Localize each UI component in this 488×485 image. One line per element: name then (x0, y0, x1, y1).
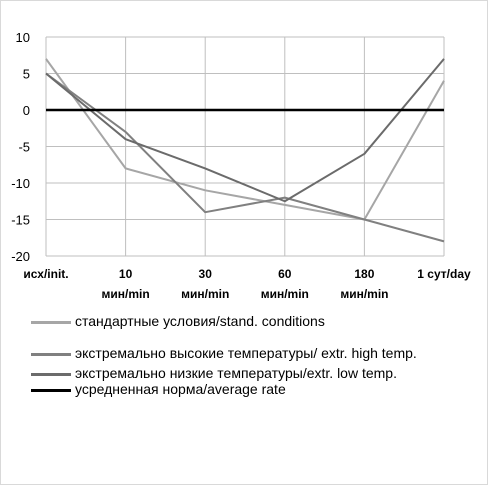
x-tick-label: 30 мин/min (181, 267, 229, 301)
y-tick-label: -15 (11, 213, 30, 228)
legend-item-low-temp: экстремально низкие температуры/extr. lo… (31, 365, 481, 381)
x-tick-label: 10 мин/min (102, 267, 150, 301)
line-chart: 10 5 0 -5 -10 -15 -20 исх/init. 10 мин/min 30 мин/… (11, 30, 471, 301)
series-lines (45, 58, 445, 243)
legend-swatch-high-temp (31, 353, 71, 356)
y-axis-ticks: 10 5 0 -5 -10 -15 -20 (11, 30, 30, 264)
y-tick-label: -5 (18, 140, 30, 155)
legend-item-high-temp: экстремально высокие температуры/ extr. … (31, 345, 481, 361)
series-low-temp-line (45, 58, 445, 203)
grid (45, 36, 445, 257)
y-tick-label: -20 (11, 249, 30, 264)
legend-swatch-low-temp (31, 373, 71, 376)
x-tick-label: исх/init. (23, 267, 68, 281)
legend: стандартные условия/stand. conditions эк… (31, 313, 481, 397)
legend-swatch-average (31, 389, 71, 392)
x-tick-label: 60 мин/min (261, 267, 309, 301)
legend-label-standard: стандартные условия/stand. conditions (75, 313, 325, 329)
legend-label-low-temp: экстремально низкие температуры/extr. lo… (75, 365, 397, 381)
legend-item-standard: стандартные условия/stand. conditions (31, 313, 481, 329)
legend-swatch-standard (31, 321, 71, 324)
legend-item-average: усредненная норма/average rate (31, 381, 481, 397)
y-tick-label: -10 (11, 176, 30, 191)
series-high-temp-line (45, 72, 445, 243)
legend-label-average: усредненная норма/average rate (75, 381, 286, 397)
x-axis-ticks: исх/init. 10 мин/min 30 мин/min 60 мин/min 180 м… (23, 267, 471, 301)
x-tick-label: 1 сут/day (417, 267, 471, 281)
series-standard-line (45, 58, 445, 221)
legend-label-high-temp: экстремально высокие температуры/ extr. … (75, 345, 417, 361)
y-tick-label: 0 (23, 103, 30, 118)
y-tick-label: 5 (23, 67, 30, 82)
y-tick-label: 10 (16, 30, 30, 45)
x-tick-label: 180 мин/min (340, 267, 388, 301)
